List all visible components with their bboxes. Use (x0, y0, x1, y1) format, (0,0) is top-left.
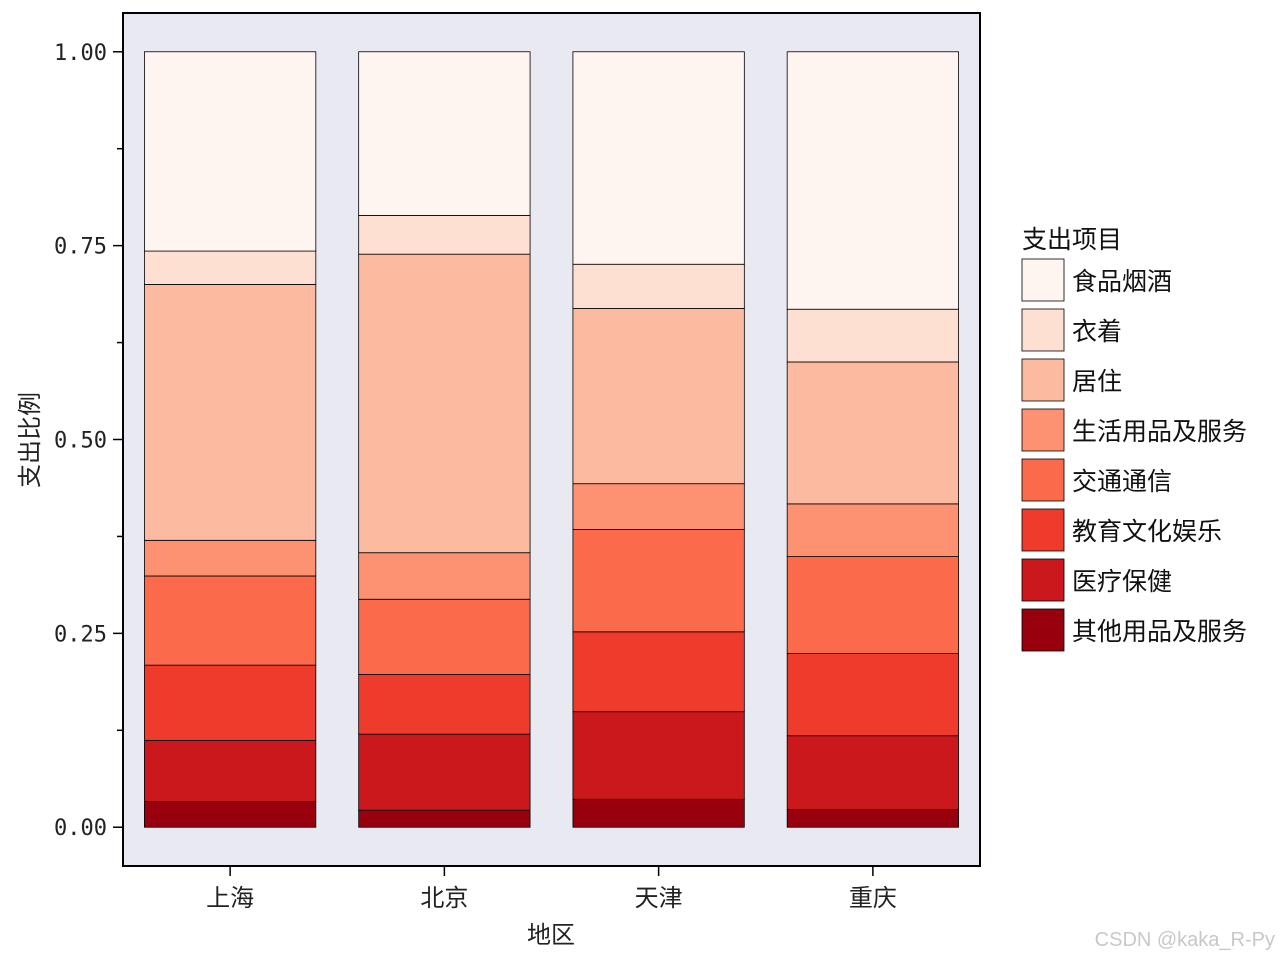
bar-segment (358, 809, 531, 828)
x-tick-label: 天津 (635, 884, 683, 912)
bar-segment (144, 539, 317, 577)
bar-segment (144, 575, 317, 666)
bar-segment (144, 284, 317, 541)
bar-segment (358, 674, 531, 735)
bar-segment (572, 263, 745, 309)
bar-segment (572, 711, 745, 800)
bar-segment (144, 801, 317, 828)
legend-swatch (1021, 458, 1065, 502)
x-axis-title: 地区 (527, 921, 575, 949)
bar-segment (572, 529, 745, 633)
bar-segment (786, 808, 959, 828)
x-tick-label: 上海 (206, 884, 254, 912)
bar-segment (358, 552, 531, 600)
legend-swatch (1021, 408, 1065, 452)
legend-swatch (1021, 358, 1065, 402)
legend-swatch (1021, 558, 1065, 602)
bar-segment (144, 739, 317, 803)
legend-label: 交通通信 (1072, 467, 1172, 496)
bar-segment (786, 653, 959, 737)
bar-segment (572, 308, 745, 485)
x-tick-label: 北京 (420, 884, 468, 912)
watermark: CSDN @kaka_R-Py (1095, 929, 1275, 951)
bars-group (144, 51, 959, 828)
bar-segment (572, 631, 745, 713)
bar-segment (358, 253, 531, 554)
bar-segment (786, 361, 959, 505)
bar-segment (786, 51, 959, 310)
bar-segment (786, 735, 959, 810)
legend-swatch (1021, 258, 1065, 302)
y-tick-label: 0.50 (54, 429, 107, 454)
x-tick-label: 重庆 (849, 884, 897, 912)
legend-label: 教育文化娱乐 (1072, 517, 1222, 546)
y-axis-title: 支出比例 (16, 392, 44, 488)
bar-segment (144, 51, 317, 252)
y-axis: 0.00 0.25 0.50 0.75 1.00 (54, 41, 123, 841)
x-axis: 上海 北京 天津 重庆 (206, 866, 897, 912)
legend: 支出项目 食品烟酒衣着居住生活用品及服务交通通信教育文化娱乐医疗保健其他用品及服… (1021, 225, 1247, 652)
y-tick-label: 0.75 (54, 235, 107, 260)
legend-title: 支出项目 (1022, 225, 1122, 254)
bar-segment (572, 483, 745, 530)
legend-label: 医疗保健 (1072, 567, 1172, 596)
bar-segment (358, 598, 531, 675)
bar-segment (572, 798, 745, 828)
legend-swatch (1021, 308, 1065, 352)
bar-segment (572, 51, 745, 265)
legend-swatch (1021, 508, 1065, 552)
y-tick-label: 0.00 (54, 816, 107, 841)
legend-label: 生活用品及服务 (1072, 417, 1247, 446)
legend-label: 居住 (1072, 367, 1122, 396)
bar-segment (358, 51, 531, 216)
bar-segment (144, 250, 317, 285)
bar-segment (358, 733, 531, 811)
legend-label: 其他用品及服务 (1072, 617, 1247, 646)
bar-segment (358, 214, 531, 255)
legend-label: 衣着 (1072, 317, 1122, 346)
bar-segment (786, 556, 959, 654)
bar-segment (144, 664, 317, 741)
legend-label: 食品烟酒 (1072, 267, 1172, 296)
bar-segment (786, 503, 959, 557)
y-tick-label: 1.00 (54, 41, 107, 66)
bar-segment (786, 308, 959, 363)
legend-swatch (1021, 608, 1065, 652)
y-tick-label: 0.25 (54, 622, 107, 647)
